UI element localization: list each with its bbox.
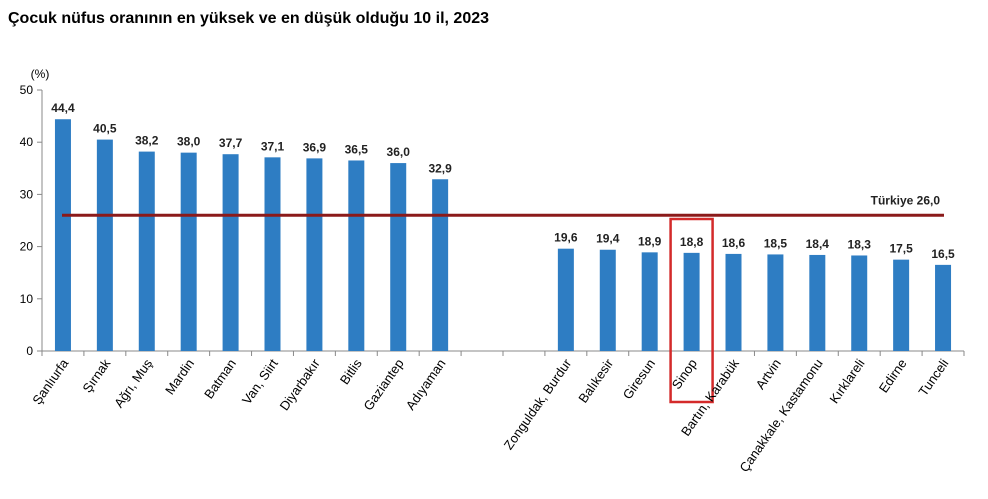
y-tick-label: 0 <box>26 344 33 358</box>
data-label: 18,9 <box>638 234 662 248</box>
category-label: Tunceli <box>915 356 951 399</box>
category-label: Bitlis <box>337 356 365 387</box>
category-label: Diyarbakır <box>277 356 324 414</box>
bar <box>348 160 365 351</box>
category-label: Şırnak <box>79 356 113 396</box>
data-label: 37,7 <box>219 136 243 150</box>
bar <box>851 255 868 351</box>
data-label: 18,4 <box>806 237 830 251</box>
reference-line-group <box>62 213 944 404</box>
bar <box>180 152 197 351</box>
data-label: 37,1 <box>261 139 285 153</box>
bar <box>432 179 449 351</box>
data-label: 17,5 <box>889 242 913 256</box>
data-label: 36,5 <box>345 142 369 156</box>
data-label: 18,8 <box>680 235 704 249</box>
data-label: 36,0 <box>387 145 411 159</box>
category-label: Artvin <box>753 356 784 392</box>
category-label: Çanakkale, Kastamonu <box>736 356 825 475</box>
category-label: Zonguldak, Burdur <box>501 356 575 453</box>
data-label: 16,5 <box>931 247 955 261</box>
category-label: Sinop <box>669 356 700 392</box>
data-label: 18,3 <box>848 237 872 251</box>
category-label: Giresun <box>620 356 658 402</box>
category-label: Balıkesir <box>575 356 616 406</box>
bars <box>54 119 952 352</box>
category-label: Adıyaman <box>403 356 449 413</box>
highlight-box <box>669 217 714 404</box>
category-label: Mardin <box>162 356 197 397</box>
y-axis-label: (%) <box>31 67 50 81</box>
bar <box>138 151 155 351</box>
bar <box>557 248 574 351</box>
data-label: 40,5 <box>93 122 117 136</box>
bar <box>264 157 281 351</box>
bar <box>641 252 658 351</box>
y-tick-label: 20 <box>20 240 34 254</box>
y-tick-label: 10 <box>20 292 34 306</box>
data-label: 32,9 <box>428 161 452 175</box>
bar <box>96 139 113 351</box>
y-tick-label: 40 <box>20 135 34 149</box>
category-label: Gaziantep <box>360 356 406 413</box>
category-label: Kırklareli <box>826 356 867 406</box>
data-label: 44,4 <box>51 101 75 115</box>
data-label: 38,2 <box>135 134 159 148</box>
y-tick-label: 50 <box>20 83 34 97</box>
data-label: 18,6 <box>722 236 746 250</box>
bar <box>599 249 616 351</box>
bar <box>893 259 910 351</box>
bar <box>809 254 826 351</box>
bar <box>390 163 407 351</box>
reference-line-label: Türkiye 26,0 <box>871 193 941 207</box>
data-label: 18,5 <box>764 236 788 250</box>
bar <box>306 158 323 351</box>
bar <box>683 252 700 351</box>
chart-title: Çocuk nüfus oranının en yüksek ve en düş… <box>8 10 490 27</box>
data-label: 38,0 <box>177 135 201 149</box>
bar <box>222 154 239 351</box>
bar <box>725 253 742 351</box>
bar <box>54 119 71 352</box>
data-label: 19,4 <box>596 232 620 246</box>
data-label: 36,9 <box>303 140 327 154</box>
category-label: Batman <box>201 356 239 401</box>
category-label: Edirne <box>876 356 910 395</box>
data-label: 19,6 <box>554 231 578 245</box>
category-label: Ağrı, Muş <box>111 356 155 411</box>
y-tick-label: 30 <box>20 187 34 201</box>
bar <box>935 264 952 351</box>
category-label: Şanlıurfa <box>29 355 72 407</box>
category-label: Van, Siirt <box>239 356 281 407</box>
bar <box>767 254 784 351</box>
